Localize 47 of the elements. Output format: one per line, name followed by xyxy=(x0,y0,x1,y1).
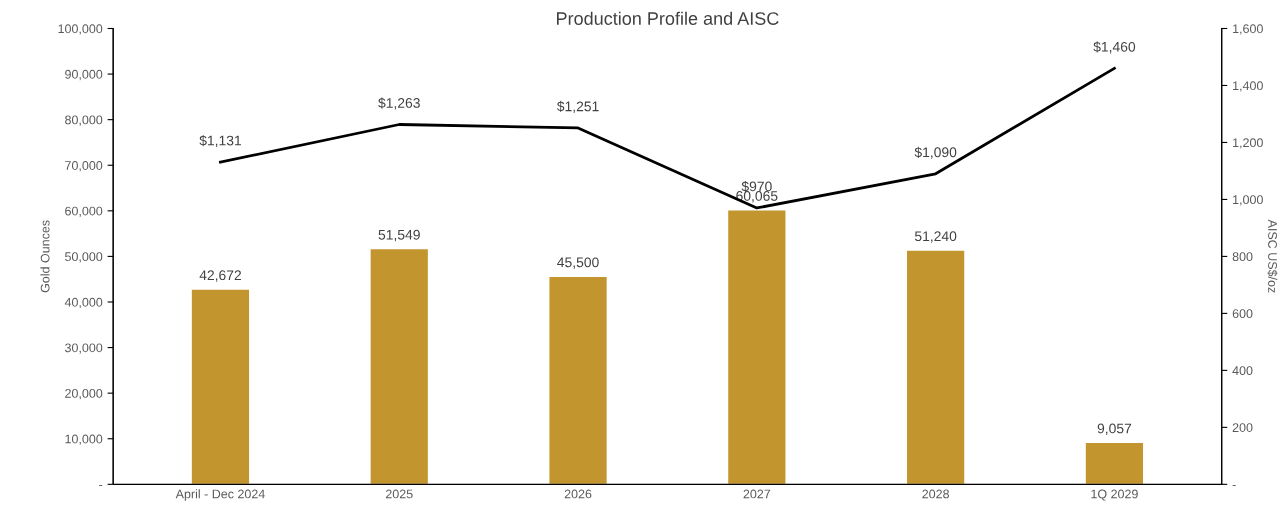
x-tick-label: 2027 xyxy=(743,489,771,499)
y2-tick-label: 600 xyxy=(1232,309,1253,319)
y-tick-label: 40,000 xyxy=(64,297,103,309)
x-tick-label: April - Dec 2024 xyxy=(175,489,265,501)
data-label: 51,240 xyxy=(914,231,957,243)
bar xyxy=(549,276,607,485)
bar xyxy=(370,249,428,485)
data-label: $1,090 xyxy=(914,146,957,159)
bar xyxy=(1085,443,1144,485)
y2-tick-label: 1,000 xyxy=(1233,195,1263,206)
x-tick-label: 2025 xyxy=(385,489,413,499)
data-label: 45,500 xyxy=(557,257,599,269)
y2-tick-label: 200 xyxy=(1232,423,1253,432)
data-label: 60,065 xyxy=(736,191,778,203)
bar xyxy=(907,250,965,485)
bar xyxy=(191,289,250,485)
data-label: $1,131 xyxy=(199,135,242,148)
y-tick-label: 80,000 xyxy=(65,115,103,126)
y-tick-label: 20,000 xyxy=(65,388,103,400)
y2-tick-label: 800 xyxy=(1232,252,1253,262)
y-tick-label: 30,000 xyxy=(65,343,103,354)
y2-tick-label: - xyxy=(1232,485,1236,487)
data-label: 42,672 xyxy=(199,270,241,282)
y-tick-label: 100,000 xyxy=(58,24,103,35)
data-label: $1,460 xyxy=(1093,41,1136,54)
y2-tick-label: 1,400 xyxy=(1233,81,1263,92)
x-tick-label: 2028 xyxy=(922,489,949,499)
y2-tick-label: 400 xyxy=(1232,366,1253,376)
y2-tick-label: 1,600 xyxy=(1233,24,1263,35)
y2-axis-title: AISC US$/oz xyxy=(1267,219,1278,293)
chart-title: Production Profile and AISC xyxy=(557,11,779,25)
y-tick-label: 50,000 xyxy=(65,252,103,263)
y-tick-label: - xyxy=(99,485,103,487)
x-tick-label: 2026 xyxy=(564,489,592,499)
y2-tick-label: 1,200 xyxy=(1233,138,1263,149)
data-label: $970 xyxy=(741,180,772,193)
y-tick-label: 90,000 xyxy=(65,69,103,81)
y-axis-title: Gold Ounces xyxy=(40,220,50,293)
y-tick-label: 60,000 xyxy=(65,206,103,217)
bar xyxy=(728,210,786,485)
y-tick-label: 70,000 xyxy=(65,161,103,172)
data-label: 9,057 xyxy=(1097,423,1132,435)
x-tick-label: 1Q 2029 xyxy=(1091,489,1138,501)
y-tick-label: 10,000 xyxy=(65,434,103,445)
data-label: 51,549 xyxy=(378,229,420,242)
data-label: $1,263 xyxy=(378,97,420,110)
data-label: $1,251 xyxy=(556,100,599,113)
